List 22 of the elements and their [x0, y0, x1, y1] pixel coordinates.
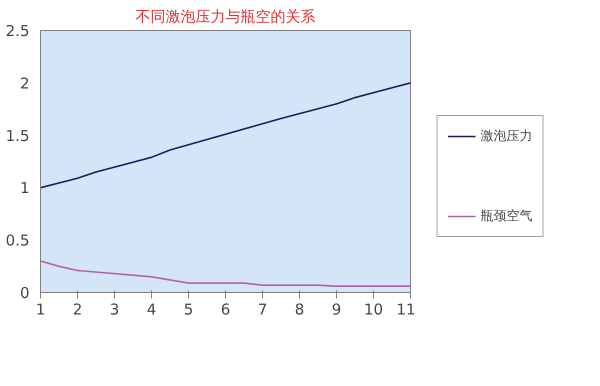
x-tick-label: 5	[184, 300, 194, 318]
x-tick-label: 9	[332, 300, 342, 318]
y-tick-label: 2.5	[6, 22, 30, 40]
x-tick-label: 6	[220, 300, 230, 318]
y-tick-label: 0	[20, 284, 30, 302]
x-tick-label: 4	[146, 300, 156, 318]
x-tick-label: 8	[294, 300, 304, 318]
chart-title: 不同激泡压力与瓶空的关系	[136, 8, 316, 26]
y-tick-label: 1	[20, 179, 30, 198]
y-tick-label: 0.5	[6, 232, 30, 250]
x-tick-label: 3	[110, 300, 120, 318]
legend-label: 激泡压力	[480, 128, 532, 144]
x-tick-label: 1	[36, 300, 46, 318]
line-series	[40, 82, 410, 188]
y-tick-label: 2	[20, 74, 30, 92]
x-tick-label: 10	[364, 300, 384, 318]
x-tick-label: 11	[396, 300, 416, 318]
x-tick-label: 7	[258, 300, 268, 318]
x-tick-label: 2	[72, 300, 82, 318]
line-series	[40, 260, 410, 288]
legend-label: 瓶颈空气	[480, 208, 532, 224]
y-tick-label: 1.5	[6, 126, 30, 145]
